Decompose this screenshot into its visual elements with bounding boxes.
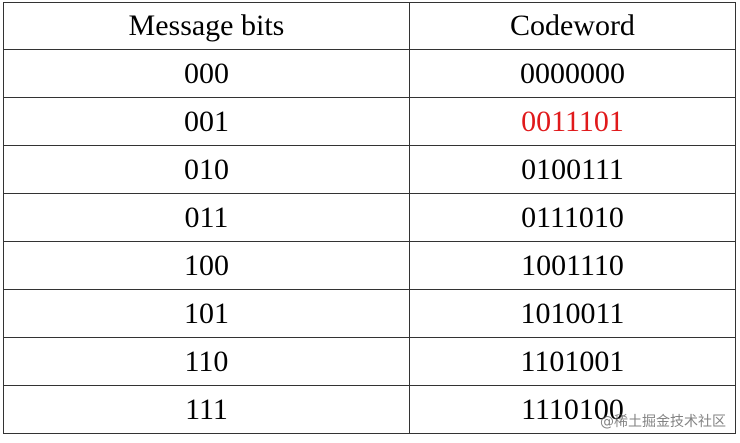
message-cell: 011 <box>3 193 410 242</box>
header-cell: Message bits <box>3 2 410 50</box>
header-cell: Codeword <box>408 2 737 50</box>
table-row: 011 0111010 <box>3 193 737 242</box>
message-cell: 100 <box>3 241 410 290</box>
watermark: @稀土掘金技术社区 <box>600 414 726 430</box>
message-cell: 111 <box>3 385 410 434</box>
codeword-table: Message bits Codeword 000 0000000 001 00111… <box>3 2 737 434</box>
codeword-cell: 1010011 <box>408 289 737 338</box>
table-row: 101 1010011 <box>3 289 737 338</box>
message-cell: 010 <box>3 145 410 194</box>
codeword-cell: 0000000 <box>408 49 737 98</box>
codeword-cell: 0100111 <box>408 145 737 194</box>
table-row: 010 0100111 <box>3 145 737 194</box>
codeword-cell: 0111010 <box>408 193 737 242</box>
header-row: Message bits Codeword <box>3 2 737 50</box>
table-row: 110 1101001 <box>3 337 737 386</box>
table-row: 001 0011101 <box>3 97 737 146</box>
message-cell: 001 <box>3 97 410 146</box>
message-cell: 110 <box>3 337 410 386</box>
table-row: 100 1001110 <box>3 241 737 290</box>
codeword-cell: 1110100 <box>408 385 737 434</box>
message-cell: 000 <box>3 49 410 98</box>
codeword-cell: 0011101 <box>408 97 737 146</box>
codeword-cell: 1101001 <box>408 337 737 386</box>
table-body: 000 0000000 001 0011101 010 0100111 011 0111010… <box>3 49 737 434</box>
table-row: 000 0000000 <box>3 49 737 98</box>
message-cell: 101 <box>3 289 410 338</box>
table-row: 111 1110100 <box>3 385 737 434</box>
codeword-cell: 1001110 <box>408 241 737 290</box>
